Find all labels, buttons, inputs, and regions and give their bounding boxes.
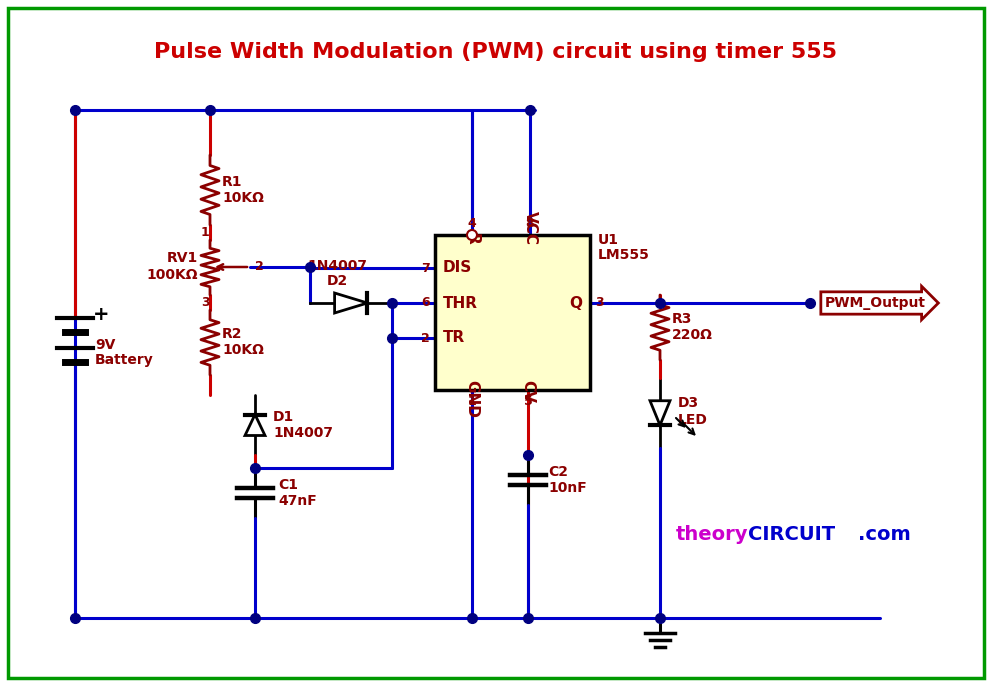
Text: Battery: Battery [95,353,154,367]
Text: 8: 8 [526,217,535,230]
Text: theory: theory [676,525,748,545]
Text: RV1: RV1 [167,251,198,265]
Text: R: R [464,233,479,245]
Text: 1N4007: 1N4007 [273,426,333,440]
Text: +: + [93,305,109,324]
Text: C1: C1 [278,478,298,492]
Text: U1: U1 [598,233,619,247]
Text: 10nF: 10nF [548,481,586,495]
Text: PWM_Output: PWM_Output [825,296,926,310]
Text: 1: 1 [200,226,209,239]
Text: 6: 6 [422,296,430,309]
Text: TR: TR [443,331,465,346]
Polygon shape [245,414,265,436]
Bar [435,235,590,390]
Text: LED: LED [678,413,708,427]
Text: Pulse Width Modulation (PWM) circuit using timer 555: Pulse Width Modulation (PWM) circuit usi… [155,42,837,62]
Text: CV: CV [521,380,536,403]
Text: R2: R2 [222,327,242,341]
Text: GND: GND [464,380,479,418]
Text: VCC: VCC [523,211,538,245]
Text: 47nF: 47nF [278,494,316,508]
Text: C2: C2 [548,465,568,479]
Text: DIS: DIS [443,261,472,276]
Text: 10KΩ: 10KΩ [222,191,264,205]
Polygon shape [650,401,670,425]
Text: 7: 7 [422,261,430,274]
Circle shape [467,230,477,240]
Text: 2: 2 [422,331,430,344]
Text: 2: 2 [255,261,264,274]
Text: D3: D3 [678,396,699,410]
Text: 1: 1 [467,395,476,408]
Text: 3: 3 [595,296,603,309]
Text: D2: D2 [326,274,347,288]
Text: Q: Q [569,296,582,311]
Text: D1: D1 [273,410,295,424]
Text: .com: .com [858,525,911,545]
Text: CIRCUIT: CIRCUIT [748,525,835,545]
Polygon shape [334,293,367,313]
Text: 3: 3 [200,296,209,309]
Text: 100KΩ: 100KΩ [147,268,198,282]
Text: THR: THR [443,296,478,311]
Text: R3: R3 [672,312,692,326]
Text: LM555: LM555 [598,248,650,262]
Text: 5: 5 [524,395,533,408]
Text: 9V: 9V [95,338,115,352]
Text: R1: R1 [222,175,242,189]
Text: 220Ω: 220Ω [672,328,713,342]
Text: 1N4007: 1N4007 [307,259,367,273]
Text: 4: 4 [467,217,476,230]
Text: 10KΩ: 10KΩ [222,343,264,357]
